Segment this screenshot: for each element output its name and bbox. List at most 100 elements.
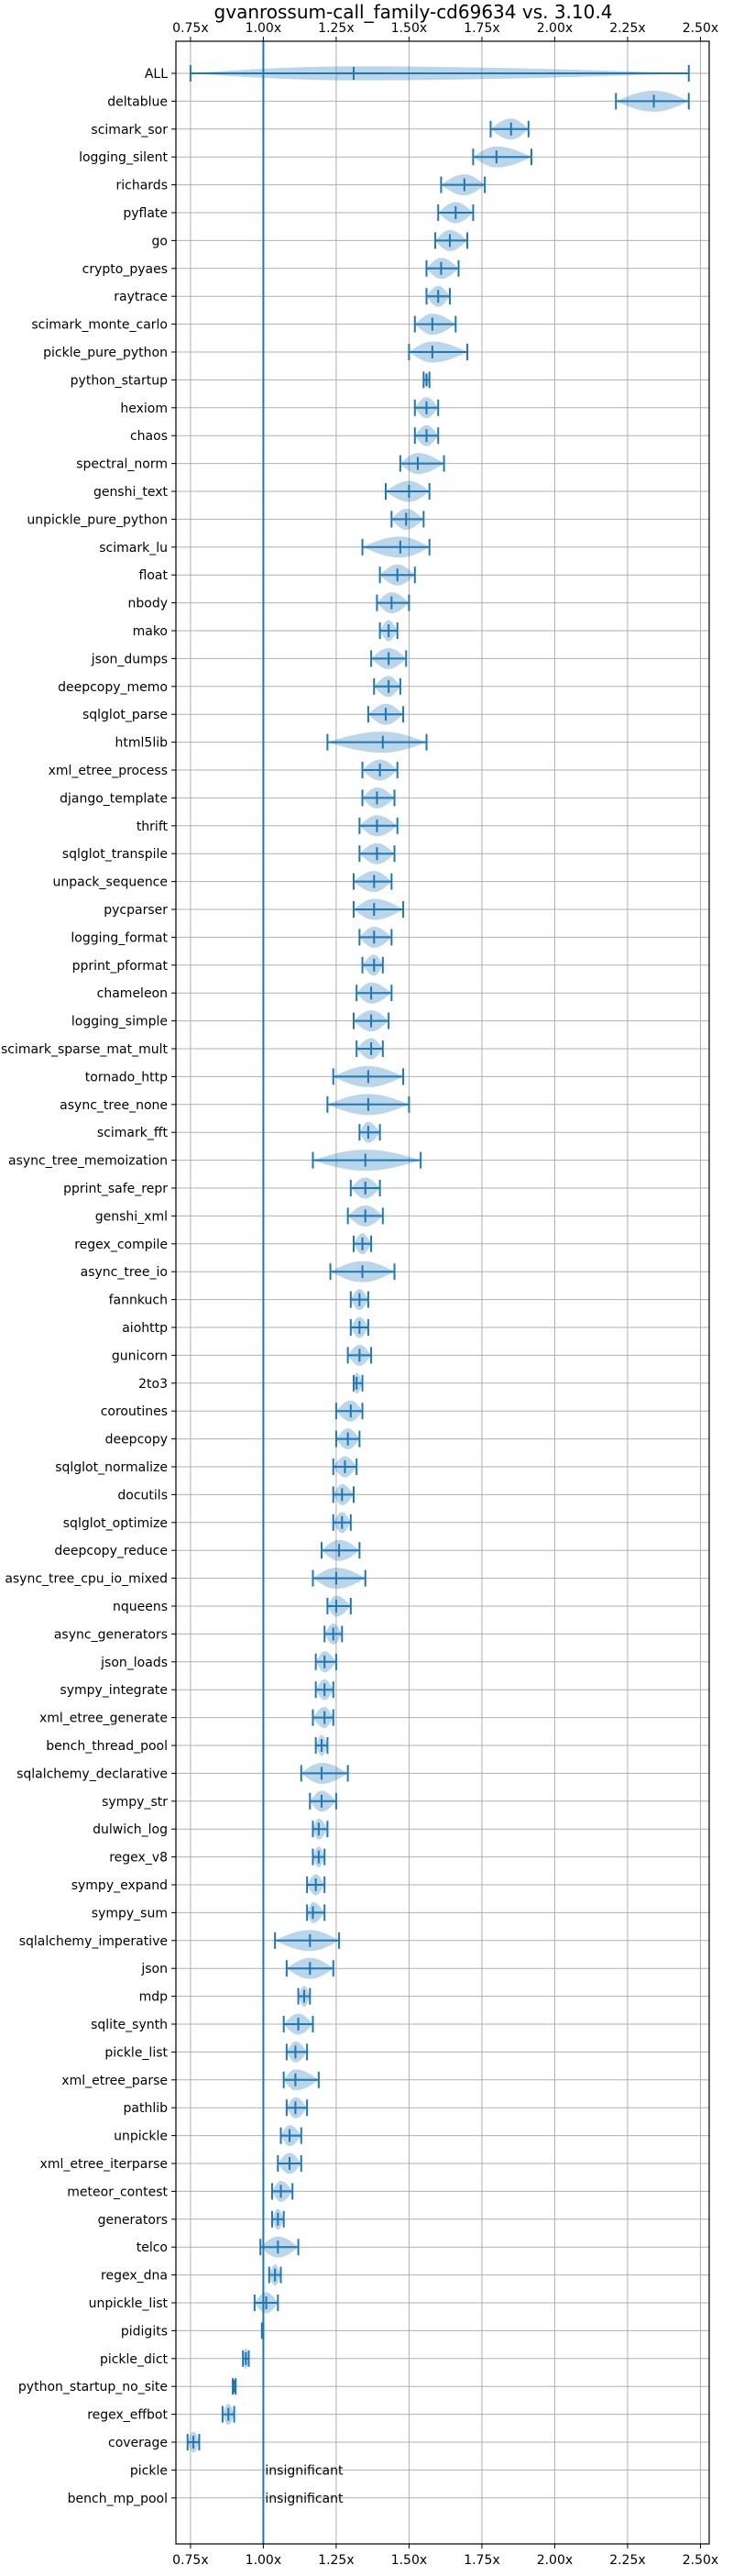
category-label: bench_thread_pool [46,1739,168,1754]
category-label: coroutines [101,1404,168,1419]
category-label: hexiom [120,402,168,416]
category-label: xml_etree_parse [61,2074,168,2088]
category-label: regex_compile [74,1238,168,1252]
category-label: genshi_text [93,485,169,500]
tick-label-top: 2.25x [609,21,645,36]
category-label: mako [133,624,168,639]
category-label: 2to3 [138,1377,168,1392]
category-label: python_startup_no_site [18,2380,168,2394]
category-label: async_tree_cpu_io_mixed [5,1572,168,1587]
category-label: mdp [139,1990,169,2005]
category-label: xml_etree_generate [39,1712,168,1726]
grid-lines [176,41,709,2544]
category-label: sqlalchemy_declarative [16,1767,168,1781]
category-label: chameleon [97,986,168,1001]
category-label: json_dumps [91,652,168,666]
category-label: pickle_dict [100,2352,169,2367]
category-label: unpickle_pure_python [27,512,168,527]
category-label: json [140,1962,168,1976]
chart-title: gvanrossum-call_family-cd69634 vs. 3.10.… [214,1,613,23]
category-label: spectral_norm [76,457,168,472]
category-label: ALL [145,67,168,82]
category-label: tornado_http [85,1070,168,1084]
category-label: xml_etree_iterparse [40,2157,168,2172]
category-label: docutils [117,1488,168,1503]
category-label: scimark_sor [91,123,168,138]
tick-label-bottom: 1.75x [464,2553,499,2568]
category-label: coverage [108,2436,168,2450]
category-label: sympy_integrate [60,1683,168,1698]
category-label: crypto_pyaes [82,262,168,277]
category-label: scimark_lu [99,541,168,556]
category-label: aiohttp [122,1321,168,1336]
category-label: deltablue [107,94,168,109]
category-label: unpickle_list [89,2296,169,2311]
category-label: chaos [130,429,168,444]
category-label: sympy_expand [71,1878,168,1893]
category-label: pathlib [124,2101,169,2116]
category-labels: ALL deltablue scimark_sor logging_silentric… [1,67,168,2506]
tick-label-bottom: 1.50x [391,2553,427,2568]
category-label: pickle_pure_python [43,346,168,360]
tick-label-top: 1.75x [464,21,499,36]
category-label: sqlglot_transpile [62,847,168,862]
tick-label-bottom: 2.25x [609,2553,645,2568]
category-label: scimark_sparse_mat_mult [1,1042,168,1057]
category-label: unpickle [114,2130,168,2144]
tick-label-top: 1.25x [318,21,354,36]
category-label: gunicorn [112,1349,168,1363]
category-label: sympy_sum [92,1906,168,1921]
category-label: meteor_contest [67,2185,168,2199]
category-label: deepcopy_memo [58,680,168,695]
category-label: sqlglot_normalize [55,1460,168,1475]
tick-label-bottom: 1.25x [318,2553,354,2568]
category-label: thrift [137,820,169,834]
category-label: pickle_list [104,2045,168,2060]
category-label: logging_silent [79,150,168,165]
category-label: sqlalchemy_imperative [19,1934,168,1949]
category-label: django_template [60,791,168,806]
x-axis-ticks: 0.75x 0.75x 1.00x 1.00x 1.25x 1.25x 1.50x 1.50x… [171,21,718,2568]
violins: insignificant insignificant [186,41,690,2544]
category-label: async_generators [54,1627,168,1642]
category-label: raytrace [114,290,168,304]
insignificant-label: insignificant [265,2492,344,2506]
category-label: sqlglot_optimize [63,1516,168,1531]
category-label: regex_effbot [87,2408,168,2423]
category-label: python_startup [71,373,168,388]
category-label: pprint_safe_repr [63,1182,168,1196]
tick-label-top: 2.50x [683,21,718,36]
category-label: sqlite_synth [91,2018,168,2032]
tick-label-top: 2.00x [537,21,573,36]
category-label: pidigits [121,2324,168,2339]
category-label: xml_etree_process [49,764,168,778]
tick-label-top: 0.75x [172,21,208,36]
category-label: regex_v8 [109,1851,168,1866]
category-label: scimark_monte_carlo [31,318,168,333]
category-label: async_tree_none [60,1098,168,1113]
category-label: nqueens [113,1600,168,1614]
tick-label-bottom: 0.75x [172,2553,208,2568]
category-label: async_tree_memoization [8,1154,168,1169]
category-label: richards [116,179,169,193]
category-label: pycparser [104,903,168,918]
category-label: unpack_sequence [53,875,168,890]
category-label: nbody [128,597,169,611]
category-label: deepcopy [105,1433,168,1448]
category-label: scimark_fft [97,1126,169,1140]
category-label: telco [137,2240,168,2255]
category-label: dulwich_log [93,1822,168,1837]
category-label: json_loads [100,1656,168,1670]
insignificant-label: insignificant [265,2463,344,2478]
category-label: deepcopy_reduce [54,1544,168,1558]
category-label: genshi_xml [95,1209,168,1224]
category-label: regex_dna [101,2269,168,2284]
category-label: pyflate [123,206,168,221]
category-label: go [152,234,168,248]
tick-label-top: 1.00x [246,21,281,36]
category-label: sqlglot_parse [82,708,168,722]
tick-label-bottom: 1.00x [246,2553,281,2568]
category-label: fannkuch [109,1294,168,1308]
plot-frame [175,40,710,2545]
category-label: logging_simple [71,1015,168,1029]
